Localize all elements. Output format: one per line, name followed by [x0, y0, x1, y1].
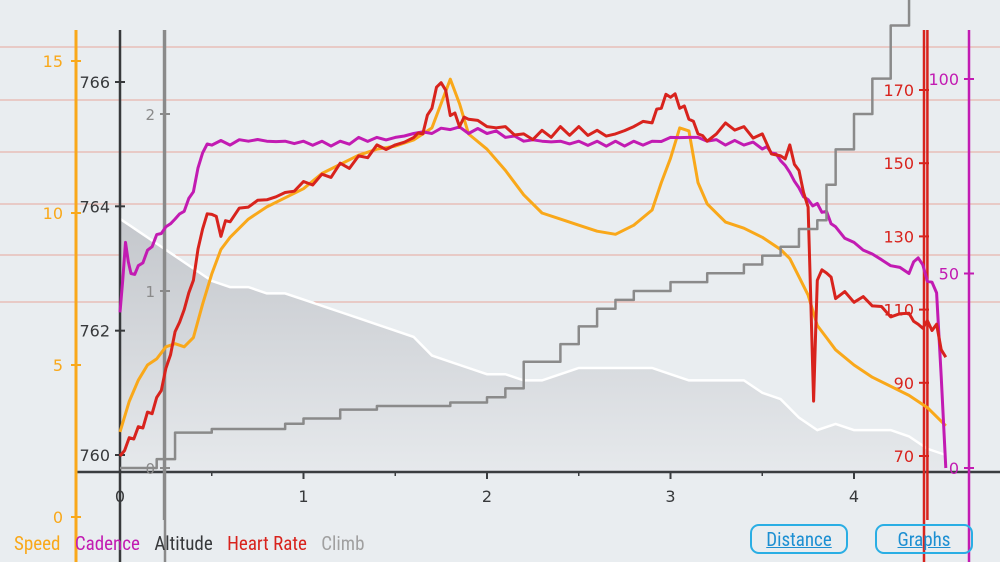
legend: Speed Cadence Altitude Heart Rate Climb	[14, 532, 374, 555]
legend-climb: Climb	[321, 532, 365, 555]
altitude-tick-label: 766	[79, 73, 110, 92]
speed-tick-label: 0	[53, 508, 63, 527]
legend-speed: Speed	[14, 532, 61, 555]
heartrate-tick-label: 130	[883, 227, 914, 246]
altitude-tick-label: 764	[79, 197, 110, 216]
altitude-tick-label: 762	[79, 322, 110, 341]
climb-tick-label: 1	[145, 283, 155, 301]
speed-tick-label: 10	[43, 204, 63, 223]
x-tick-label: 4	[849, 487, 859, 506]
altitude-line	[119, 217, 947, 457]
x-tick-label: 2	[482, 487, 492, 506]
legend-altitude: Altitude	[154, 532, 213, 555]
x-tick-label: 1	[298, 487, 308, 506]
speed-line	[118, 77, 947, 433]
speed-tick-label: 5	[53, 356, 63, 375]
heartrate-tick-label: 170	[883, 81, 914, 100]
altitude-tick-label: 760	[79, 446, 110, 465]
heartrate-tick-label: 150	[883, 154, 914, 173]
x-tick-label: 3	[665, 487, 675, 506]
heartrate-tick-label: 70	[894, 447, 914, 466]
speed-tick-label: 15	[43, 52, 63, 71]
cadence-tick-label: 50	[939, 265, 959, 284]
legend-cadence: Cadence	[74, 532, 140, 555]
cadence-tick-label: 0	[949, 459, 959, 478]
heartrate-tick-label: 90	[894, 374, 914, 393]
graphs-button[interactable]: Graphs	[875, 524, 973, 554]
climb-line	[120, 0, 911, 470]
distance-button[interactable]: Distance	[750, 524, 848, 554]
climb-tick-label: 2	[145, 106, 155, 124]
altitude-area	[120, 218, 946, 472]
legend-heart-rate: Heart Rate	[227, 532, 307, 555]
cadence-tick-label: 100	[928, 70, 959, 89]
heart-rate-line	[118, 81, 948, 457]
